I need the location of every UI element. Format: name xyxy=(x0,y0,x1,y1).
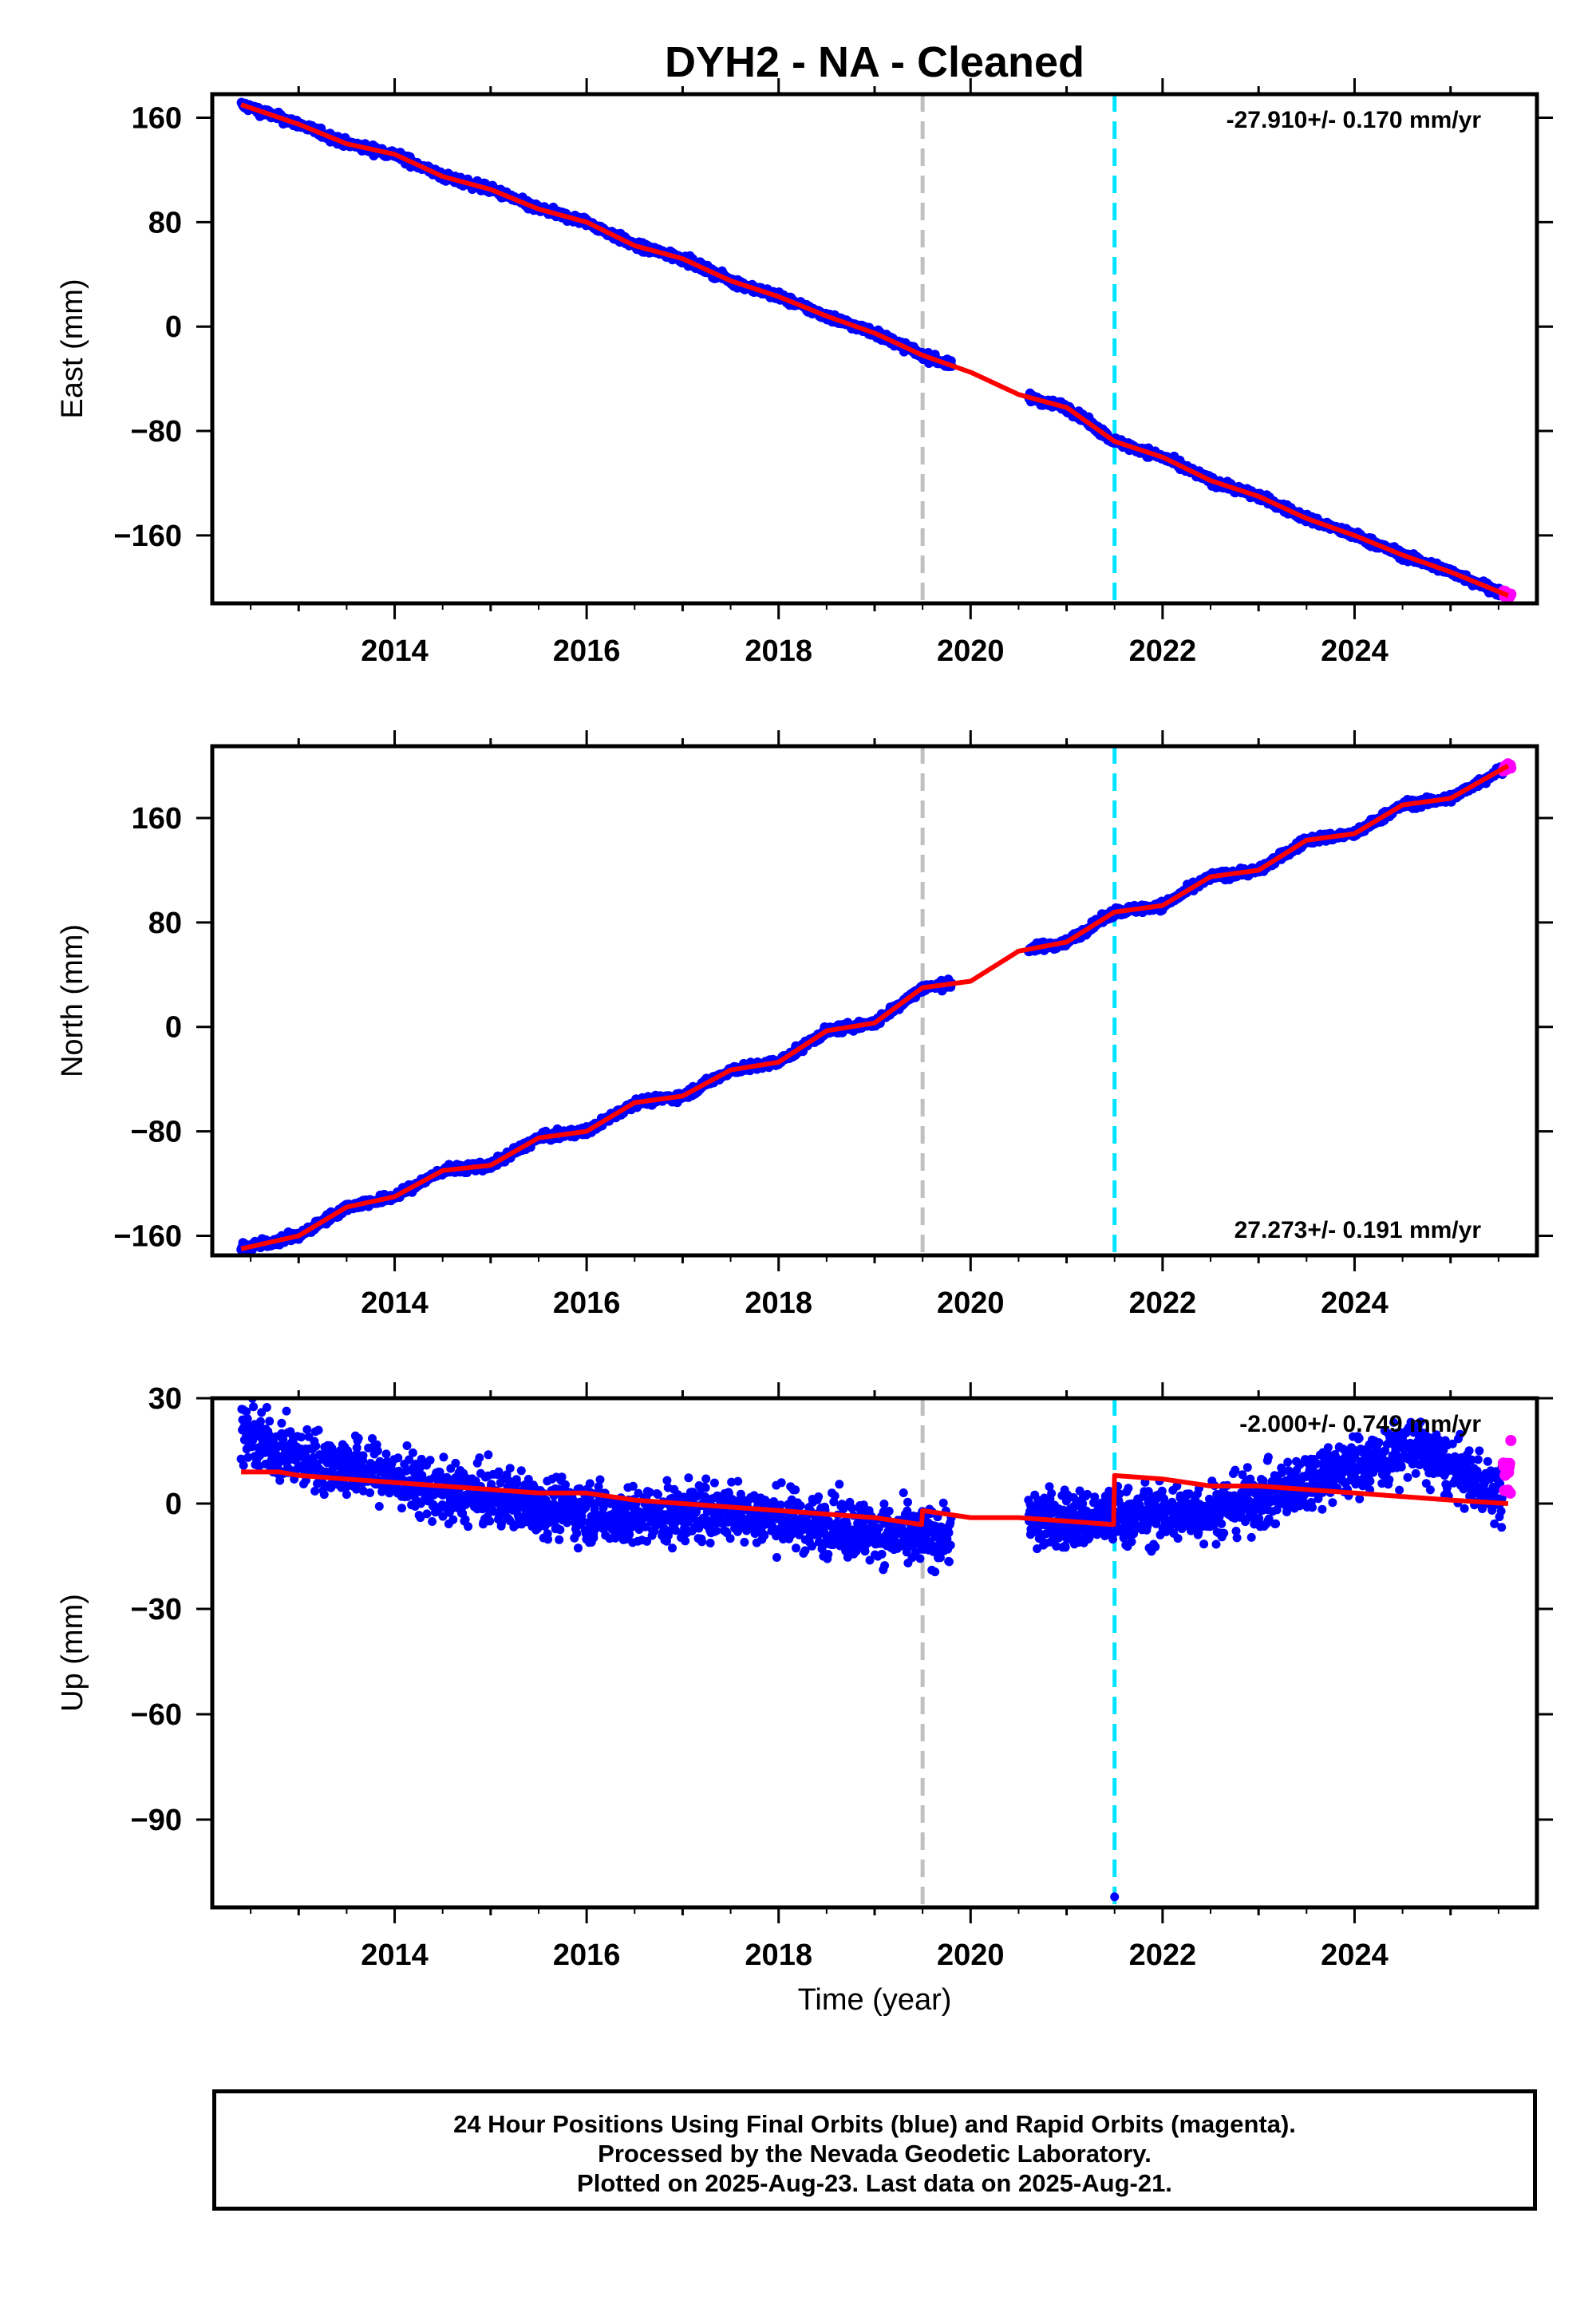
data-point xyxy=(354,1433,363,1443)
y-tick-label: 160 xyxy=(132,802,182,836)
data-point xyxy=(494,1467,504,1476)
model-line xyxy=(240,102,1510,598)
x-tick-label: 2018 xyxy=(745,1286,812,1320)
data-point xyxy=(256,1417,265,1426)
data-point xyxy=(405,1455,414,1464)
data-point xyxy=(464,1522,473,1531)
data-point xyxy=(243,1414,252,1424)
data-point xyxy=(416,1513,425,1523)
data-point xyxy=(242,1407,251,1417)
data-point xyxy=(277,1418,286,1428)
data-point xyxy=(422,1509,432,1519)
data-point xyxy=(425,1456,435,1465)
data-point xyxy=(297,1433,306,1442)
data-point xyxy=(451,1458,460,1468)
plot-area-east xyxy=(236,97,1517,603)
data-point xyxy=(428,1517,437,1526)
data-point xyxy=(516,1466,526,1476)
x-tick-label: 2018 xyxy=(745,634,812,668)
final-orbit-points xyxy=(236,761,1508,1255)
data-point xyxy=(314,1425,323,1435)
y-tick-label: −80 xyxy=(131,415,182,449)
data-point xyxy=(485,1516,495,1526)
rapid-data-point xyxy=(1505,588,1517,600)
y-tick-label: −160 xyxy=(113,1219,182,1253)
data-point xyxy=(358,1486,368,1496)
x-tick-label: 2020 xyxy=(937,1286,1005,1320)
chart-title: DYH2 - NA - Cleaned xyxy=(665,38,1084,86)
x-tick-label: 2024 xyxy=(1321,1286,1389,1320)
y-axis-label: North (mm) xyxy=(56,924,89,1077)
data-point xyxy=(319,1490,329,1500)
panel-north: 2014 2016 2018 2020 2022 2024 160 80 0 −80 −160 Nor… xyxy=(56,730,1553,1320)
data-point xyxy=(248,1436,258,1445)
model-line xyxy=(240,763,1510,1251)
data-point xyxy=(365,1488,375,1497)
x-tick-label: 2022 xyxy=(1129,634,1197,668)
data-point xyxy=(397,1504,406,1513)
data-point xyxy=(358,1451,368,1460)
data-point xyxy=(239,1460,248,1470)
data-point xyxy=(523,1475,533,1484)
x-tick-label: 2016 xyxy=(553,1286,621,1320)
data-point xyxy=(265,1417,275,1426)
data-point xyxy=(311,1441,321,1451)
data-point xyxy=(408,1448,417,1457)
x-tick-label: 2014 xyxy=(361,1286,429,1320)
plot-area-north xyxy=(236,758,1517,1255)
data-point xyxy=(343,1448,353,1458)
final-orbit-points xyxy=(236,1398,1507,1577)
y-tick-label: 80 xyxy=(148,206,182,239)
x-tick-label: 2022 xyxy=(1129,1286,1197,1320)
data-point xyxy=(385,1488,394,1498)
y-tick-label: 0 xyxy=(165,310,182,344)
data-point xyxy=(373,1446,382,1456)
data-point xyxy=(279,1435,288,1445)
data-point xyxy=(262,1403,271,1412)
rate-label: 27.273+/- 0.191 mm/yr xyxy=(1235,1217,1482,1243)
data-point xyxy=(352,1484,361,1494)
x-tick-label: 2024 xyxy=(1321,634,1389,668)
data-point xyxy=(497,1519,507,1528)
data-point xyxy=(275,1476,285,1485)
x-tick-label: 2014 xyxy=(361,634,429,668)
x-tick-label: 2020 xyxy=(937,634,1005,668)
data-point xyxy=(381,1449,391,1459)
data-point xyxy=(460,1515,470,1524)
data-point xyxy=(243,1452,253,1462)
rate-label: -27.910+/- 0.170 mm/yr xyxy=(1227,107,1482,133)
y-axis-label: East (mm) xyxy=(56,279,89,418)
data-point xyxy=(438,1512,448,1521)
final-orbit-points xyxy=(236,97,1508,601)
rapid-data-point xyxy=(1505,762,1517,774)
data-point xyxy=(475,1453,484,1463)
data-point xyxy=(310,1486,320,1496)
data-point xyxy=(512,1479,522,1488)
data-point xyxy=(247,1442,257,1452)
data-point xyxy=(249,1402,259,1412)
data-point xyxy=(352,1443,361,1452)
panel-frame xyxy=(210,744,1539,1258)
data-point xyxy=(484,1450,493,1460)
data-point xyxy=(393,1453,403,1463)
y-tick-label: −80 xyxy=(131,1116,182,1149)
data-point xyxy=(282,1406,291,1416)
data-point xyxy=(448,1515,458,1524)
data-point xyxy=(342,1490,351,1500)
x-tick-label: 2016 xyxy=(553,634,621,668)
y-tick-label: −160 xyxy=(113,520,182,553)
data-point xyxy=(302,1425,312,1434)
data-point xyxy=(368,1434,377,1443)
plot-area-up xyxy=(236,1398,1517,1902)
panel-east: 2014 2016 2018 2020 2022 2024 160 80 0 −80 −160 Eas… xyxy=(56,78,1553,668)
y-tick-label: 0 xyxy=(165,1011,182,1045)
y-tick-label: 80 xyxy=(148,907,182,940)
data-point xyxy=(505,1464,515,1473)
data-point xyxy=(374,1502,384,1511)
data-point xyxy=(439,1452,448,1462)
data-point xyxy=(402,1441,412,1450)
y-tick-label: 160 xyxy=(132,101,182,135)
